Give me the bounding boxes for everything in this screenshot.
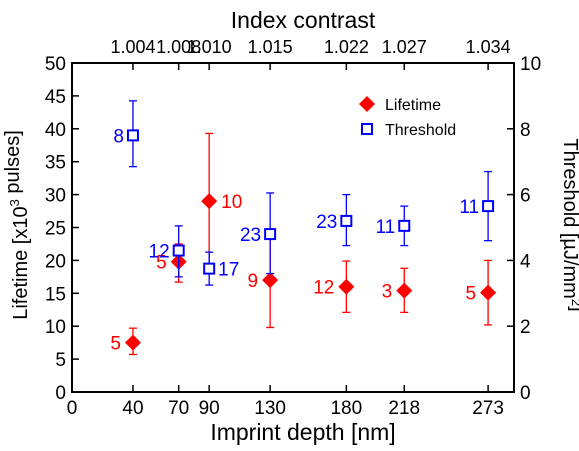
top-tick-label: 1.004 xyxy=(110,37,155,57)
x-tick-label: 90 xyxy=(199,398,220,419)
y-right-tick-label: 10 xyxy=(520,54,541,75)
threshold-count-label: 11 xyxy=(376,217,396,238)
top-tick-label: 1.008 xyxy=(156,37,201,57)
legend-threshold-swatch xyxy=(361,123,373,135)
lifetime-count-label: 5 xyxy=(156,253,167,274)
threshold-count-label: 23 xyxy=(316,212,337,233)
lifetime-count-label: 5 xyxy=(110,334,121,355)
lifetime-count-label: 10 xyxy=(221,192,242,213)
threshold-point xyxy=(264,228,277,241)
y-left-tick-label: 35 xyxy=(45,153,66,174)
x-tick-label: 40 xyxy=(122,398,143,419)
threshold-point xyxy=(172,244,185,257)
top-tick-label: 1.015 xyxy=(248,37,293,57)
lifetime-count-label: 9 xyxy=(248,271,259,292)
lifetime-point xyxy=(396,282,413,299)
lifetime-point xyxy=(124,334,141,351)
y-left-tick-label: 0 xyxy=(55,383,66,404)
x-tick-label: 70 xyxy=(168,398,189,419)
y-left-tick-label: 40 xyxy=(45,120,66,141)
lifetime-point xyxy=(338,278,355,295)
top-tick-label: 1.034 xyxy=(466,37,511,57)
legend: Lifetime Threshold xyxy=(359,96,456,139)
legend-threshold-label: Threshold xyxy=(385,122,456,139)
threshold-point xyxy=(126,129,139,142)
y-left-tick-label: 20 xyxy=(45,251,66,272)
y-left-tick-label: 10 xyxy=(45,317,66,338)
threshold-point xyxy=(203,262,216,275)
threshold-count-label: 12 xyxy=(149,242,170,263)
y-right-tick-label: 6 xyxy=(520,186,531,207)
threshold-point xyxy=(482,200,495,213)
threshold-point xyxy=(398,219,411,232)
top-axis-title: Index contrast xyxy=(231,7,376,33)
y-right-tick-label: 0 xyxy=(520,383,531,404)
y-axis-left-label: Lifetime [x103 pulses] xyxy=(2,130,32,320)
threshold-count-label: 23 xyxy=(240,225,261,246)
y-left-tick-label: 30 xyxy=(45,186,66,207)
lifetime-point xyxy=(480,284,497,301)
y-right-tick-label: 2 xyxy=(520,317,531,338)
y-left-tick-label: 15 xyxy=(45,284,66,305)
x-tick-label: 273 xyxy=(472,398,504,419)
threshold-count-label: 11 xyxy=(459,197,479,218)
top-tick-label: 1.010 xyxy=(187,37,232,57)
x-tick-label: 180 xyxy=(330,398,362,419)
y-left-tick-label: 5 xyxy=(55,350,66,371)
y-left-tick-label: 50 xyxy=(45,54,66,75)
y-left-tick-label: 25 xyxy=(45,219,66,240)
threshold-point xyxy=(340,214,353,227)
lifetime-point xyxy=(262,272,279,289)
lifetime-count-label: 5 xyxy=(466,284,477,305)
lifetime-point xyxy=(201,193,218,210)
top-tick-label: 1.027 xyxy=(382,37,427,57)
y-right-tick-label: 8 xyxy=(520,120,531,141)
lifetime-count-label: 12 xyxy=(313,278,334,299)
x-tick-label: 218 xyxy=(388,398,420,419)
y-right-tick-label: 4 xyxy=(520,251,531,272)
lifetime-count-label: 3 xyxy=(382,282,393,303)
top-tick-label: 1.022 xyxy=(324,37,369,57)
threshold-count-label: 8 xyxy=(113,126,124,147)
y-axis-right-label: Threshold [µJ/mm2] xyxy=(559,138,579,311)
y-left-tick-label: 45 xyxy=(45,87,66,108)
x-tick-label: 0 xyxy=(67,398,78,419)
threshold-count-label: 17 xyxy=(218,260,239,281)
legend-lifetime-label: Lifetime xyxy=(385,97,441,114)
legend-lifetime-swatch xyxy=(359,96,375,112)
x-tick-label: 130 xyxy=(254,398,286,419)
x-axis-label: Imprint depth [nm] xyxy=(210,419,395,445)
